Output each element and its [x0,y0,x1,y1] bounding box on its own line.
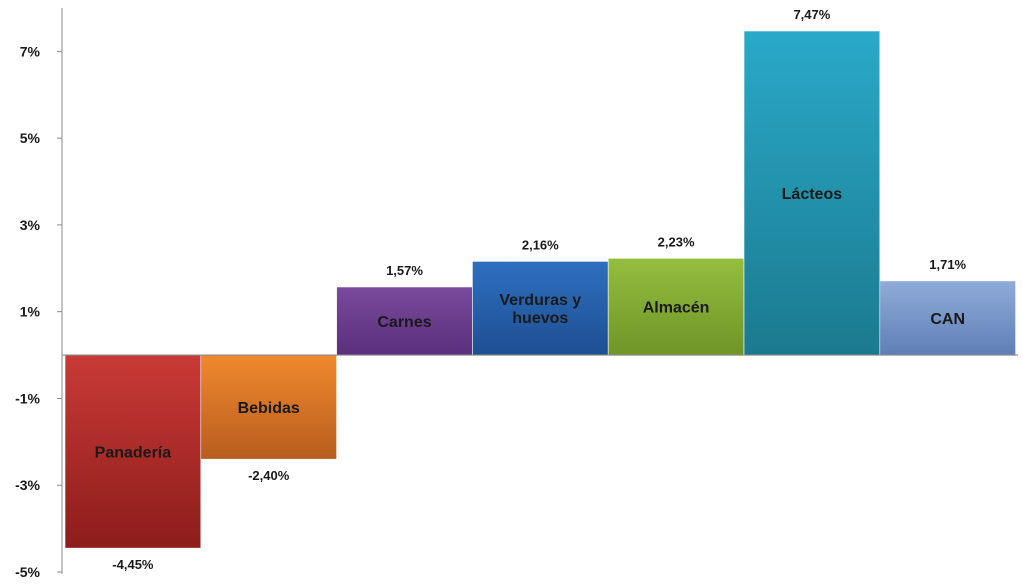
category-label: Panadería [95,445,172,462]
bar-carnes [336,286,473,356]
data-label: -2,40% [248,468,290,483]
y-tick-label: 5% [20,130,41,146]
category-label: Verduras y huevos [499,292,581,327]
y-tick-label: -3% [15,477,40,493]
data-label: 1,57% [386,263,423,278]
y-tick-label: -5% [15,564,40,580]
y-tick-label: 3% [20,217,41,233]
data-label: -4,45% [112,557,154,572]
category-label: Bebidas [238,400,300,417]
bar-can [879,280,1016,356]
data-label: 2,23% [658,234,695,249]
bar-bebidas [200,354,337,460]
labels-layer: -4,45% Panadería -2,40% Bebidas 1,57% Carnes 2… [95,7,967,572]
bar-verduras-y-huevos [472,261,609,356]
data-label: 1,71% [929,257,966,272]
category-label: CAN [930,311,965,328]
data-label: 2,16% [522,237,559,252]
bar-lácteos [743,30,881,356]
category-label: Almacén [643,300,710,317]
bar-almacén [607,258,745,356]
y-tick-label: 1% [20,304,41,320]
y-tick-label: 7% [20,43,41,59]
data-label: 7,47% [793,7,830,22]
category-label: Carnes [377,314,431,331]
y-tick-label: -1% [15,390,40,406]
category-label: Lácteos [782,186,843,203]
bar-panadería [64,354,202,549]
bars-layer [64,30,1016,549]
axis-layer: -5% -3% -1% 1% 3% 5% 7% [15,8,1018,580]
